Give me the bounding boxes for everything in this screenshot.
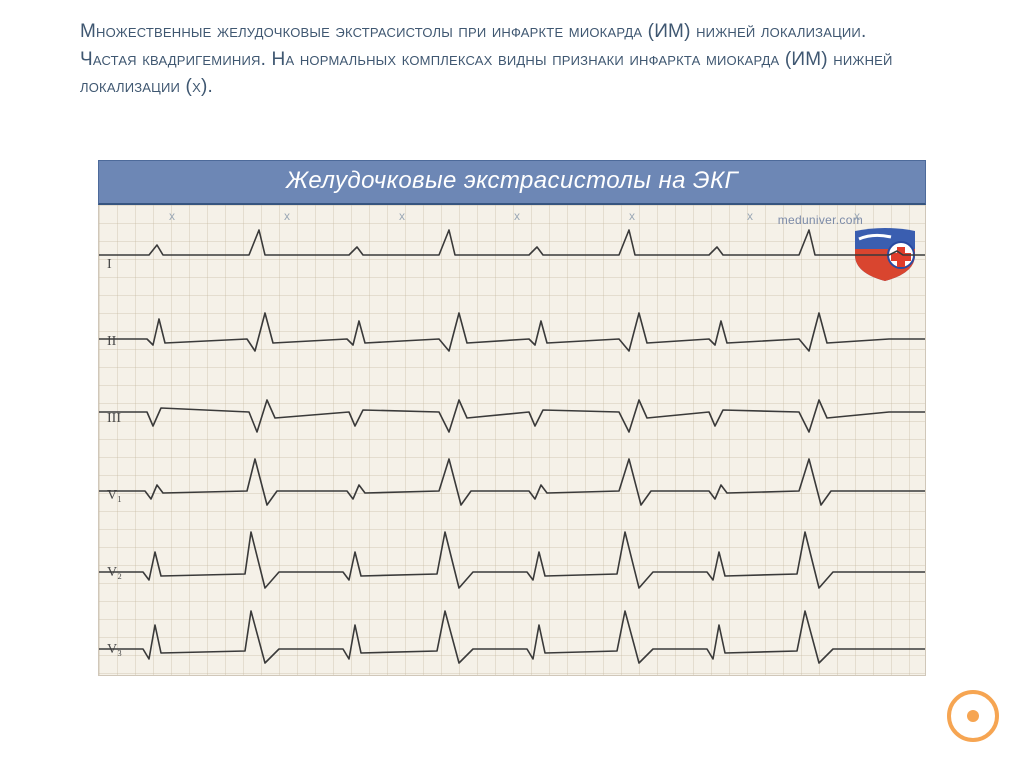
lead-row: III (99, 368, 925, 445)
lead-row: II (99, 291, 925, 368)
lead-row: V₁ (99, 445, 925, 522)
slide-title: Множественные желудочковые экстрасистолы… (80, 18, 910, 101)
lead-row: V₃ (99, 599, 925, 676)
ecg-header: Желудочковые экстрасистолы на ЭКГ (98, 160, 926, 205)
slide-decor-circle (944, 687, 1002, 745)
ecg-body: meduniver.com xxxxxxxIIIIIIV₁V₂V₃ (98, 205, 926, 676)
ecg-figure: Желудочковые экстрасистолы на ЭКГ meduni… (98, 160, 926, 676)
lead-row: I (99, 205, 925, 291)
lead-row: V₂ (99, 522, 925, 599)
